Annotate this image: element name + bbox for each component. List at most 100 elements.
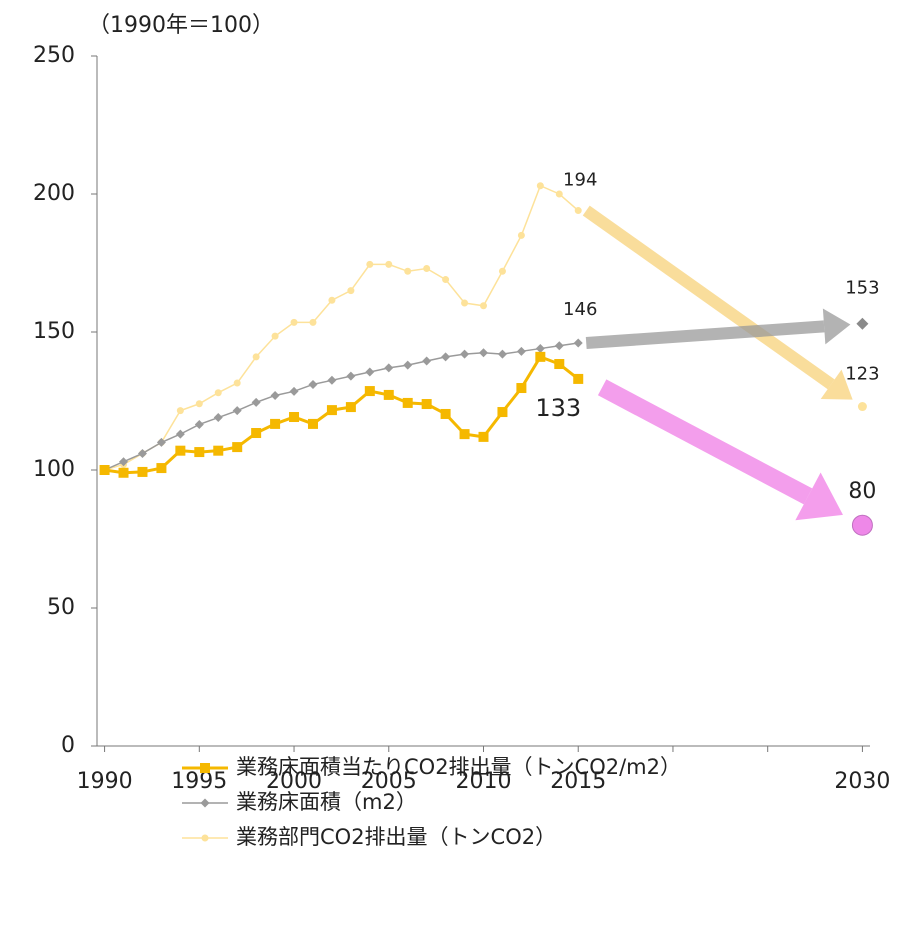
- data-point: [517, 231, 525, 239]
- data-point: [214, 389, 222, 397]
- data-point: [137, 466, 148, 477]
- data-point: [480, 302, 487, 310]
- y-tick-label: 100: [33, 457, 75, 482]
- x-tick-label: 2030: [834, 769, 890, 794]
- x-tick-label: 2015: [550, 769, 606, 794]
- data-point: [213, 445, 224, 456]
- data-point: [479, 348, 488, 358]
- data-point: [270, 418, 281, 429]
- data-label: 153: [845, 278, 879, 299]
- data-point: [233, 379, 241, 387]
- data-point: [441, 352, 451, 362]
- data-point: [497, 407, 508, 418]
- data-point: [346, 371, 356, 381]
- target-point: [856, 317, 869, 330]
- data-point: [573, 373, 584, 384]
- data-point: [289, 386, 299, 396]
- data-point: [252, 353, 260, 361]
- trend-arrow-head: [820, 369, 853, 400]
- data-point: [421, 399, 432, 410]
- y-tick-label: 150: [33, 319, 75, 344]
- target-point: [857, 402, 867, 412]
- data-point: [194, 447, 205, 458]
- data-point: [270, 390, 280, 400]
- data-point: [156, 463, 167, 474]
- data-point: [290, 318, 298, 326]
- data-point: [422, 356, 432, 366]
- x-tick-label: 1990: [77, 769, 133, 794]
- data-point: [366, 260, 374, 268]
- data-point: [555, 190, 563, 198]
- legend-marker: [200, 763, 210, 773]
- data-point: [119, 457, 129, 467]
- data-point: [213, 413, 223, 423]
- data-point: [536, 182, 544, 190]
- data-label: 123: [845, 364, 879, 385]
- x-tick-label: 2005: [361, 769, 417, 794]
- data-point: [535, 351, 546, 362]
- data-label: 133: [535, 394, 581, 422]
- data-point: [232, 442, 243, 453]
- legend-label: 業務床面積（m2）: [236, 790, 417, 814]
- data-point: [403, 360, 413, 370]
- data-point: [440, 408, 451, 419]
- data-point: [137, 448, 147, 458]
- data-point: [309, 318, 317, 326]
- data-point: [327, 375, 337, 385]
- data-label: 146: [563, 299, 597, 320]
- data-point: [459, 429, 470, 440]
- x-tick-label: 2010: [456, 769, 512, 794]
- data-point: [516, 383, 527, 394]
- data-point: [461, 299, 469, 307]
- series-line: [104, 184, 579, 471]
- data-point: [574, 207, 582, 215]
- data-point: [535, 344, 545, 354]
- trend-arrow: [597, 379, 813, 505]
- x-tick-label: 2000: [266, 769, 322, 794]
- data-point: [573, 338, 583, 348]
- data-point: [554, 341, 564, 351]
- trend-arrow: [582, 205, 835, 390]
- y-tick-label: 250: [33, 43, 75, 68]
- data-point: [307, 418, 318, 429]
- legend-marker: [201, 834, 209, 842]
- y-tick-label: 50: [47, 595, 75, 620]
- data-point: [176, 407, 184, 415]
- data-point: [345, 402, 356, 413]
- data-point: [308, 379, 318, 389]
- data-point: [498, 267, 506, 275]
- data-point: [251, 397, 261, 407]
- data-point: [364, 386, 375, 397]
- data-point: [326, 405, 337, 416]
- data-point: [384, 363, 394, 373]
- data-point: [365, 367, 375, 377]
- data-point: [554, 359, 565, 370]
- legend-label: 業務床面積当たりCO2排出量（トンCO2/m2）: [236, 755, 681, 779]
- data-point: [404, 267, 412, 275]
- data-point: [175, 429, 185, 439]
- y-tick-label: 200: [33, 181, 75, 206]
- data-point: [271, 332, 279, 340]
- data-point: [118, 467, 129, 478]
- data-point: [402, 397, 413, 408]
- data-point: [516, 346, 526, 356]
- data-point: [383, 389, 394, 400]
- data-point: [385, 260, 393, 268]
- target-point: [851, 514, 873, 536]
- data-point: [442, 276, 450, 284]
- data-point: [423, 265, 431, 273]
- data-point: [251, 428, 262, 439]
- data-point: [156, 437, 166, 447]
- data-label: 194: [563, 170, 597, 191]
- trend-arrow-head: [795, 472, 843, 521]
- data-point: [328, 296, 336, 304]
- data-point: [460, 349, 470, 359]
- data-point: [195, 400, 203, 408]
- unit-label: （1990年＝100）: [88, 13, 274, 38]
- x-tick-label: 1995: [171, 769, 227, 794]
- data-point: [289, 412, 300, 423]
- data-point: [478, 431, 489, 442]
- data-label: 80: [848, 479, 876, 504]
- legend-marker: [200, 798, 210, 808]
